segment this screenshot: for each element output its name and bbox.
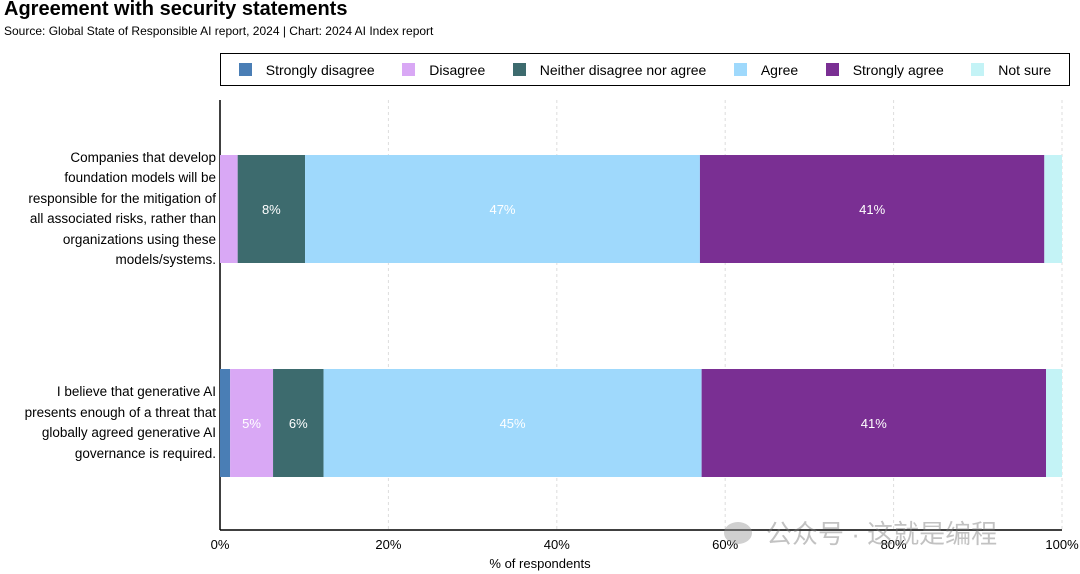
- legend-label: Agree: [760, 61, 799, 78]
- bar-segment: [323, 369, 702, 477]
- legend-swatch: [971, 63, 985, 76]
- category-label-line: models/systems.: [115, 252, 216, 267]
- x-tick-label: 0%: [211, 537, 230, 552]
- category-label-line: foundation models will be: [64, 170, 216, 185]
- bar-segment: [699, 155, 1045, 263]
- bar-segment: [305, 155, 700, 263]
- category-label-line: organizations using these: [62, 231, 216, 247]
- x-axis-label: % of respondents: [489, 556, 591, 571]
- category-label-line: presents enough of a threat that: [24, 404, 216, 420]
- data-label: 8%: [262, 202, 281, 217]
- legend-label: Disagree: [429, 61, 486, 78]
- legend-swatch: [733, 63, 747, 76]
- legend-item: Disagree: [402, 62, 485, 78]
- data-label: 45%: [500, 416, 526, 431]
- bar-segment: [273, 369, 324, 477]
- legend-item: Strongly agree: [825, 61, 944, 78]
- x-tick-label: 100%: [1045, 537, 1079, 552]
- legend-swatch: [238, 63, 252, 76]
- x-tick-label: 20%: [375, 537, 401, 552]
- bar-segment: [230, 369, 274, 477]
- legend-label: Neither disagree nor agree: [539, 61, 707, 78]
- legend-swatch: [825, 63, 839, 76]
- category-label-line: responsible for the mitigation of: [28, 190, 216, 206]
- legend-item: Neither disagree nor agree: [512, 61, 707, 78]
- watermark-text: 公众号 · 这就是编程: [766, 519, 998, 549]
- legend-item: Agree: [733, 61, 799, 78]
- legend-item: Strongly disagree: [238, 61, 375, 78]
- bar-segment: [1044, 155, 1062, 263]
- watermark: 公众号 · 这就是编程: [724, 514, 997, 551]
- legend-swatch: [512, 63, 526, 76]
- legend-label: Strongly agree: [852, 61, 944, 78]
- category-label-line: all associated risks, rather than: [29, 211, 216, 226]
- category-label-line: Companies that develop: [70, 149, 216, 165]
- legend-item: Not sure: [971, 62, 1051, 78]
- bar-segment: [701, 369, 1047, 477]
- x-tick-label: 40%: [544, 537, 570, 552]
- data-label: 5%: [242, 416, 261, 431]
- wechat-icon: [724, 521, 752, 544]
- legend-label: Strongly disagree: [265, 61, 375, 78]
- x-tick-label: 60%: [712, 537, 738, 552]
- category-label: I believe that generative AI presents eno…: [25, 382, 216, 464]
- legend-label: Not sure: [998, 61, 1052, 78]
- bar-segment: [220, 155, 238, 263]
- bar-segment: [237, 155, 306, 263]
- legend-swatch: [402, 63, 416, 76]
- chart-title: Agreement with security statements: [4, 0, 348, 20]
- category-label-line: I believe that generative AI: [56, 384, 216, 399]
- category-label-line: governance is required.: [74, 445, 216, 461]
- x-tick-label: 80%: [881, 537, 907, 552]
- data-label: 41%: [859, 202, 885, 217]
- legend: Strongly disagree Disagree Neither disagre…: [220, 53, 1070, 86]
- bar-segment: [220, 369, 231, 477]
- data-label: 47%: [489, 202, 515, 217]
- bar-segment: [1046, 369, 1062, 477]
- data-label: 41%: [861, 416, 887, 431]
- category-label: Companies that develop foundation models …: [28, 148, 216, 271]
- category-label-line: globally agreed generative AI: [41, 425, 216, 440]
- chart-subtitle: Source: Global State of Responsible AI r…: [4, 24, 434, 38]
- data-label: 6%: [289, 416, 308, 431]
